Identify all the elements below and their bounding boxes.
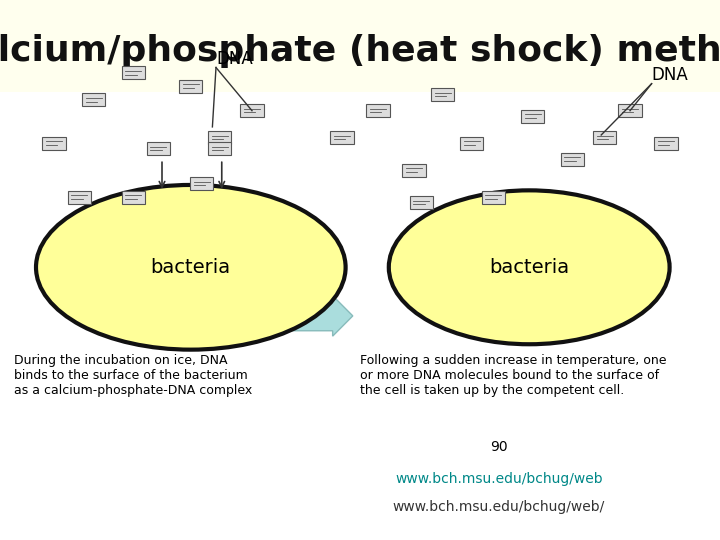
FancyArrow shape [288, 296, 353, 336]
Text: www.bch.msu.edu/bchug/web/: www.bch.msu.edu/bchug/web/ [393, 500, 605, 514]
Bar [0, 92, 720, 540]
Text: www.bch.msu.edu/bchug/web: www.bch.msu.edu/bchug/web [395, 472, 603, 487]
Bar [147, 142, 170, 155]
Bar [521, 110, 544, 123]
Text: DNA: DNA [216, 50, 253, 68]
Bar [366, 104, 390, 117]
Bar [68, 191, 91, 204]
Ellipse shape [36, 185, 346, 350]
Bar [330, 131, 354, 144]
Bar [460, 137, 483, 150]
Text: Following a sudden increase in temperature, one
or more DNA molecules bound to t: Following a sudden increase in temperatu… [360, 354, 667, 397]
Text: Calcium/phosphate (heat shock) method: Calcium/phosphate (heat shock) method [0, 35, 720, 68]
Bar [410, 196, 433, 209]
Bar [122, 66, 145, 79]
Ellipse shape [389, 191, 670, 345]
Text: 90: 90 [490, 440, 508, 454]
Bar [654, 137, 678, 150]
Bar [122, 191, 145, 204]
Text: DNA: DNA [652, 66, 688, 84]
Bar [482, 191, 505, 204]
Bar [208, 131, 231, 144]
Bar [240, 104, 264, 117]
Text: bacteria: bacteria [150, 258, 231, 277]
Bar [402, 164, 426, 177]
Text: During the incubation on ice, DNA
binds to the surface of the bacterium
as a cal: During the incubation on ice, DNA binds … [14, 354, 253, 397]
Bar [618, 104, 642, 117]
Bar [561, 153, 584, 166]
Bar [42, 137, 66, 150]
Bar [179, 80, 202, 93]
Bar [0, 0, 720, 92]
Bar [208, 142, 231, 155]
Text: bacteria: bacteria [489, 258, 570, 277]
Bar [190, 177, 213, 190]
Bar [82, 93, 105, 106]
Bar [431, 88, 454, 101]
Bar [593, 131, 616, 144]
